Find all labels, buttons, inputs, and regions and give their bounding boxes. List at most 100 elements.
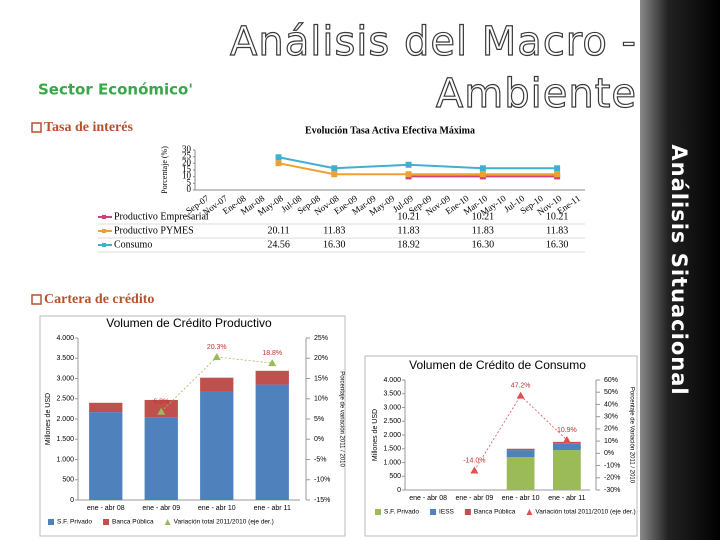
- chart-title: Volumen de Crédito de Consumo: [409, 358, 586, 372]
- y-tick-label: 10: [182, 171, 192, 181]
- y2-axis-title: Porcentaje de Variación 2011 / 2010: [628, 387, 634, 484]
- y2-tick-label: -20%: [604, 475, 620, 482]
- bar: [506, 448, 535, 451]
- legend-swatch: [164, 519, 171, 525]
- y2-tick-label: 10%: [314, 396, 328, 403]
- legend-swatch: [102, 215, 106, 219]
- bullet-icon: [31, 294, 42, 305]
- y-tick-label: 15: [182, 164, 192, 174]
- y2-tick-label: -5%: [314, 456, 326, 463]
- y2-tick-label: 10%: [604, 438, 618, 445]
- bar: [89, 402, 123, 413]
- y-tick-label: 2.000: [56, 416, 74, 423]
- side-title: Análisis Situacional: [667, 144, 691, 395]
- legend-label: Banca Pública: [474, 509, 516, 516]
- x-tick-label: ene - abr 09: [456, 495, 494, 502]
- y-tick-label: 0: [187, 184, 192, 194]
- y-axis-title: Millones de USD: [372, 409, 379, 461]
- line-marker: [268, 359, 277, 367]
- legend-swatch: [102, 229, 106, 233]
- legend-swatch: [375, 509, 381, 515]
- y-tick-label: 1.500: [56, 436, 74, 443]
- y2-tick-label: -15%: [314, 497, 330, 504]
- bar: [144, 417, 178, 500]
- y2-tick-label: 50%: [604, 389, 618, 396]
- legend-swatch: [48, 519, 54, 525]
- y2-tick-label: -10%: [314, 477, 330, 484]
- y2-tick-label: 5%: [314, 416, 324, 423]
- data-label: 47.2%: [511, 382, 531, 389]
- y2-axis-title: Porcentaje de variación 2011 / 2010: [338, 371, 344, 467]
- line-segment: [160, 356, 218, 412]
- line-segment: [520, 395, 568, 441]
- line-segment: [278, 162, 335, 176]
- bar: [506, 450, 535, 457]
- bar: [255, 370, 289, 385]
- x-tick-label: ene - abr 08: [409, 495, 447, 502]
- bar: [89, 412, 123, 500]
- table-value: 11.83: [472, 225, 494, 236]
- y-tick-label: 30: [182, 144, 192, 154]
- y2-tick-label: 0%: [314, 436, 324, 443]
- table-value: 16.30: [546, 239, 569, 250]
- x-tick-label: ene - abr 08: [87, 505, 125, 512]
- data-label: 20.3%: [207, 344, 227, 351]
- y2-tick-label: 30%: [604, 414, 618, 421]
- legend-swatch: [103, 519, 110, 525]
- y-tick-label: 3.500: [56, 355, 74, 362]
- legend-label: Variación total 2011/2010 (eje der.): [174, 519, 274, 526]
- title-line: Análisis del Macro -: [230, 19, 637, 65]
- y2-tick-label: 15%: [314, 375, 328, 382]
- y-tick-label: 500: [62, 477, 74, 484]
- legend-swatch: [464, 509, 471, 515]
- y-tick-label: 2.500: [56, 396, 74, 403]
- y-tick-label: 2.500: [383, 418, 401, 425]
- legend-swatch: [526, 509, 533, 515]
- line-segment: [474, 395, 521, 471]
- chart-frame: [39, 315, 346, 537]
- legend-label: IESS: [439, 509, 454, 516]
- data-label: -14.0%: [463, 457, 485, 464]
- data-label: 6.8%: [153, 399, 169, 406]
- chart-frame: [364, 355, 638, 537]
- legend-label: Banca Pública: [112, 519, 154, 526]
- y-tick-label: 25: [182, 151, 192, 161]
- legend-swatch: [430, 509, 437, 515]
- chart-title: Volumen de Crédito Productivo: [106, 316, 272, 330]
- y2-tick-label: -10%: [604, 462, 620, 469]
- line-marker: [516, 391, 525, 399]
- y2-tick-label: 40%: [604, 401, 618, 408]
- table-value: 20.11: [268, 225, 290, 236]
- y-tick-label: 1.000: [56, 456, 74, 463]
- bar: [200, 377, 234, 392]
- bar: [553, 443, 581, 451]
- y2-tick-label: -30%: [604, 487, 620, 494]
- y2-tick-label: 60%: [604, 377, 618, 384]
- line-marker: [562, 436, 571, 444]
- bar: [255, 384, 289, 500]
- bullet: Tasa de interés: [44, 120, 133, 135]
- line-marker: [212, 353, 221, 361]
- data-label: 10.9%: [557, 427, 577, 434]
- bar: [506, 457, 535, 490]
- y-tick-label: 2.000: [383, 432, 401, 439]
- x-tick-label: ene - abr 10: [502, 495, 540, 502]
- side-band: [640, 0, 720, 540]
- bar: [553, 450, 581, 490]
- table-value: 18.92: [397, 239, 420, 250]
- table-value: 11.83: [323, 225, 345, 236]
- line-segment: [408, 163, 483, 170]
- x-tick-label: ene - abr 11: [548, 495, 585, 502]
- table-value: 24.56: [267, 239, 290, 250]
- bar: [200, 391, 234, 500]
- line-marker: [554, 171, 561, 178]
- table-value: 16.30: [323, 239, 346, 250]
- legend-label: S.F. Privado: [57, 519, 92, 526]
- y-tick-label: 3.000: [56, 375, 74, 382]
- x-tick-label: ene - abr 11: [254, 505, 291, 512]
- y-tick-label: 4.000: [383, 377, 401, 384]
- y-tick-label: 0: [397, 487, 401, 494]
- legend-label: S.F. Privado: [384, 509, 419, 516]
- y-tick-label: 4.000: [56, 335, 74, 342]
